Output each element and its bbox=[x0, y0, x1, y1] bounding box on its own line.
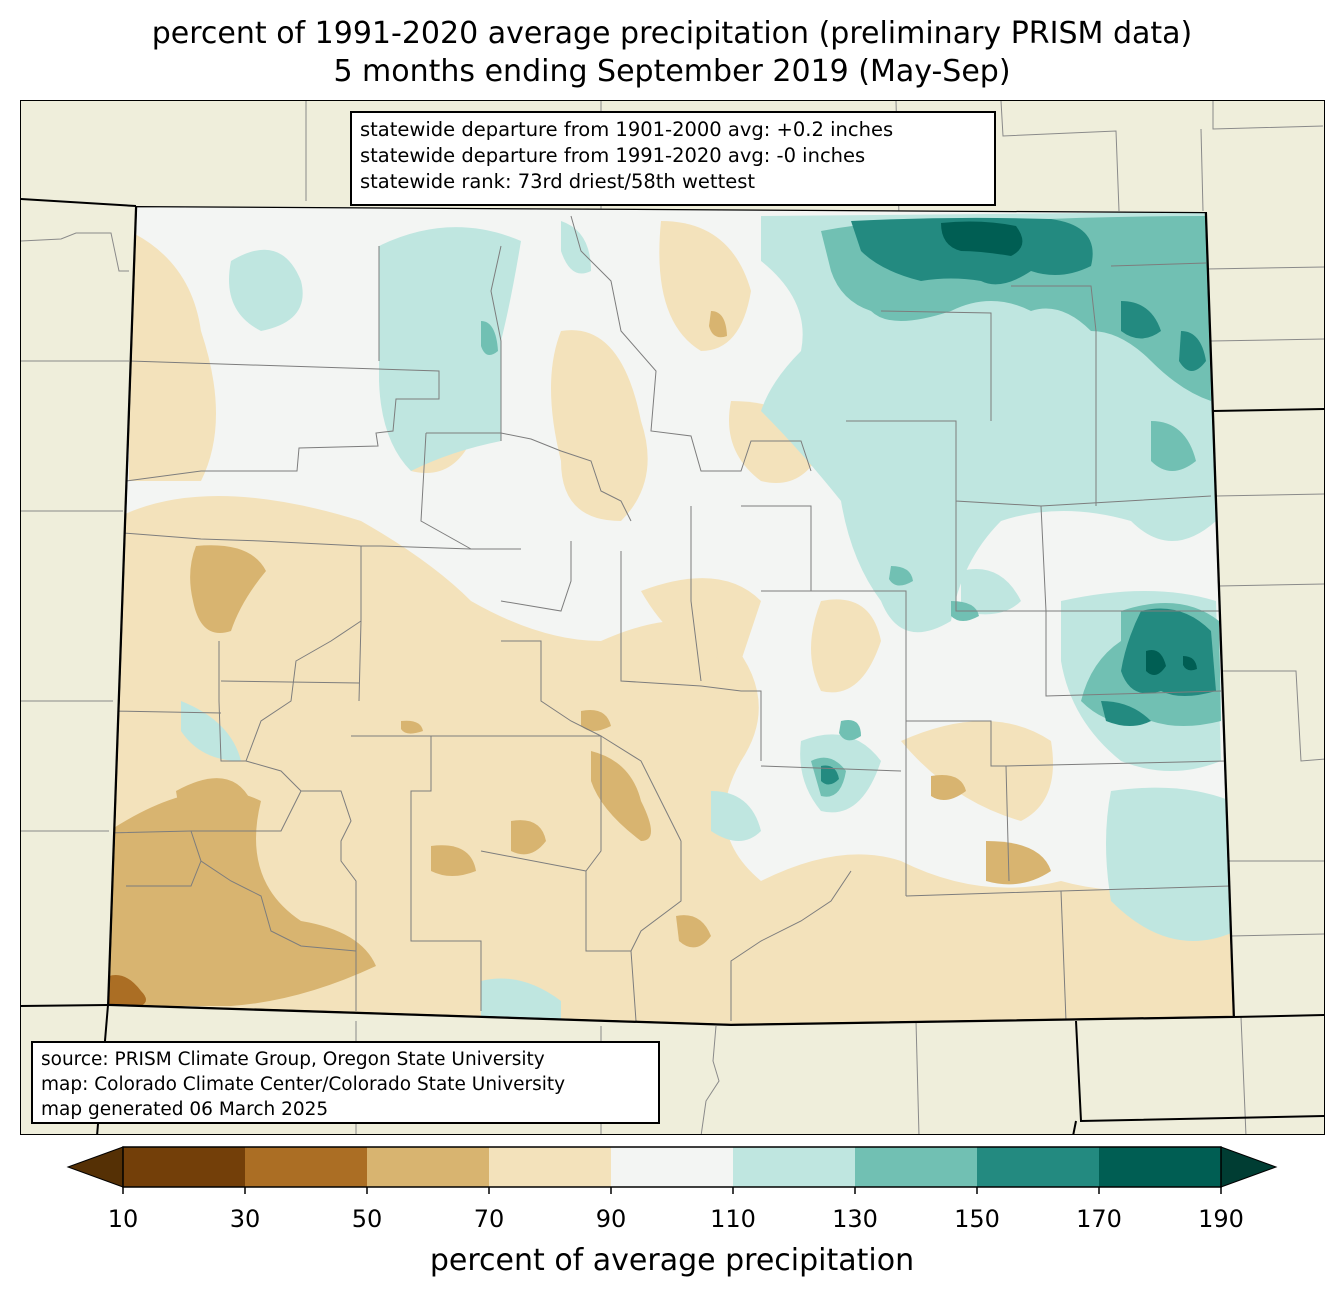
colorbar-underflow-arrow bbox=[66, 1146, 124, 1188]
colorbar-tick-label-170: 170 bbox=[1076, 1205, 1122, 1233]
colorbar-tick-label-70: 70 bbox=[473, 1205, 505, 1233]
colorbar-tick-label-30: 30 bbox=[229, 1205, 261, 1233]
stats-departure-1901: statewide departure from 1901-2000 avg: … bbox=[360, 118, 894, 141]
colorbar-tick-label-110: 110 bbox=[710, 1205, 756, 1233]
precipitation-map bbox=[21, 101, 1324, 1134]
source-credits-box: source: PRISM Climate Group, Oregon Stat… bbox=[31, 1041, 660, 1124]
source-prism: source: PRISM Climate Group, Oregon Stat… bbox=[41, 1049, 545, 1070]
source-generated-date: map generated 06 March 2025 bbox=[41, 1099, 329, 1120]
colorbar-bin-30-50 bbox=[245, 1147, 368, 1187]
colorbar-tick-label-90: 90 bbox=[595, 1205, 627, 1233]
colorbar-frame bbox=[122, 1146, 1222, 1188]
colorbar-overflow-arrow bbox=[1220, 1146, 1278, 1188]
colorbar-bin-70-90 bbox=[489, 1147, 612, 1187]
colorbar-tick-label-130: 130 bbox=[832, 1205, 878, 1233]
colorbar-tick-label-190: 190 bbox=[1198, 1205, 1244, 1233]
stats-departure-1991: statewide departure from 1991-2020 avg: … bbox=[360, 144, 866, 167]
county-lines bbox=[108, 215, 1232, 1022]
statewide-stats-box: statewide departure from 1901-2000 avg: … bbox=[350, 111, 996, 206]
colorbar-tick-label-50: 50 bbox=[351, 1205, 383, 1233]
colorbar-bin-110-130 bbox=[733, 1147, 856, 1187]
precipitation-field bbox=[108, 206, 1234, 1025]
state-border-lines bbox=[21, 198, 1324, 1134]
colorbar-bin-10-30 bbox=[123, 1147, 246, 1187]
source-map-credit: map: Colorado Climate Center/Colorado St… bbox=[41, 1074, 566, 1095]
colorbar bbox=[66, 1146, 1278, 1194]
colorbar-bin-170-190 bbox=[1099, 1147, 1222, 1187]
neighbor-county-lines bbox=[21, 101, 1324, 1134]
map-panel bbox=[20, 100, 1325, 1135]
colorbar-tick-label-150: 150 bbox=[954, 1205, 1000, 1233]
colorbar-bin-90-110 bbox=[611, 1147, 734, 1187]
map-title-line-1: percent of 1991-2020 average precipitati… bbox=[151, 16, 1193, 51]
colorbar-tick-label-10: 10 bbox=[107, 1205, 139, 1233]
colorbar-label: percent of average precipitation bbox=[429, 1243, 915, 1278]
colorbar-bin-150-170 bbox=[977, 1147, 1100, 1187]
stats-rank: statewide rank: 73rd driest/58th wettest bbox=[360, 170, 756, 193]
colorbar-bin-50-70 bbox=[367, 1147, 490, 1187]
map-title-line-2: 5 months ending September 2019 (May-Sep) bbox=[333, 54, 1011, 89]
colorbar-bin-130-150 bbox=[855, 1147, 978, 1187]
